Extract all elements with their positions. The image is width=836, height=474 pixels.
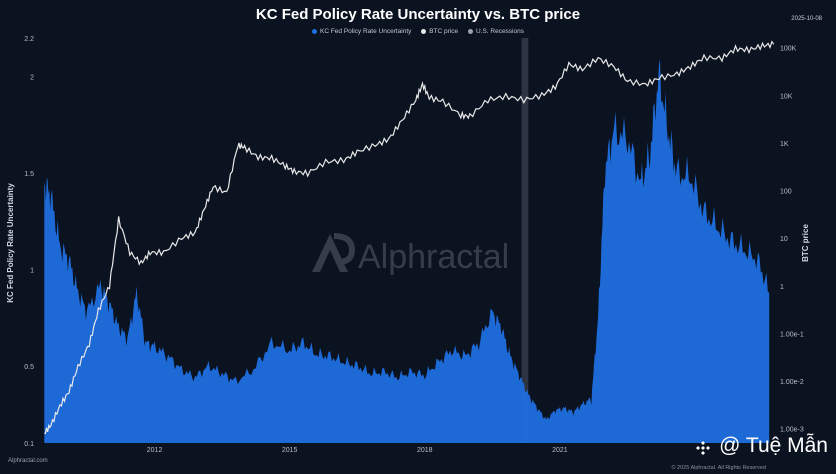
x-tick-label: 2015 bbox=[282, 447, 298, 454]
right-tick-label: 10 bbox=[780, 236, 788, 243]
legend-label-uncertainty: KC Fed Policy Rate Uncertainty bbox=[320, 28, 412, 35]
legend-label-recessions: U.S. Recessions bbox=[475, 28, 524, 35]
right-tick-label: 1.00e-2 bbox=[780, 379, 804, 386]
btc-price-line bbox=[44, 40, 775, 435]
right-tick-label: 10K bbox=[780, 93, 793, 100]
alphractal-logo-watermark: Alphractal bbox=[312, 233, 509, 276]
right-tick-label: 1 bbox=[780, 284, 784, 291]
legend-item-recessions[interactable]: U.S. Recessions bbox=[467, 28, 524, 35]
left-tick-label: 0.5 bbox=[24, 364, 34, 371]
chart-title: KC Fed Policy Rate Uncertainty vs. BTC p… bbox=[255, 6, 581, 23]
copyright: © 2025 Alphractal. All Rights Reserved bbox=[671, 465, 766, 471]
binance-diamond-icon bbox=[695, 438, 711, 455]
legend-swatch-btc bbox=[421, 29, 427, 34]
left-tick-label: 0.1 bbox=[24, 441, 34, 448]
right-tick-label: 1K bbox=[780, 141, 789, 148]
legend-swatch-uncertainty bbox=[312, 29, 317, 34]
right-tick-label: 100 bbox=[780, 189, 792, 196]
right-tick-label: 1.00e-3 bbox=[780, 427, 804, 434]
left-axis-label: KC Fed Policy Rate Uncertainty bbox=[6, 183, 15, 303]
right-tick-label: 100K bbox=[780, 46, 797, 53]
handle-watermark: @ Tuệ Mẫn bbox=[695, 434, 828, 458]
left-tick-label: 2.2 bbox=[24, 36, 34, 43]
legend-label-btc: BTC price bbox=[429, 28, 459, 35]
legend: KC Fed Policy Rate Uncertainty BTC price… bbox=[0, 28, 836, 36]
uncertainty-area bbox=[44, 58, 770, 443]
legend-item-btc[interactable]: BTC price bbox=[421, 28, 458, 35]
x-tick-label: 2021 bbox=[552, 447, 568, 454]
right-axis-label: BTC price bbox=[801, 224, 810, 262]
right-tick-label: 1.00e-1 bbox=[780, 331, 804, 338]
left-tick-label: 1 bbox=[30, 267, 34, 274]
legend-item-uncertainty[interactable]: KC Fed Policy Rate Uncertainty bbox=[312, 28, 411, 35]
left-tick-label: 2 bbox=[30, 75, 34, 82]
recession-band bbox=[521, 38, 529, 443]
site-label: Alphractal.com bbox=[8, 458, 48, 464]
legend-swatch-recessions bbox=[467, 29, 473, 34]
left-tick-label: 1.5 bbox=[24, 171, 34, 178]
handle-text: @ Tuệ Mẫn bbox=[719, 434, 828, 457]
x-tick-label: 2012 bbox=[147, 447, 163, 454]
x-tick-label: 2018 bbox=[417, 447, 433, 454]
date-stamp: 2025-10-08 bbox=[791, 16, 822, 22]
svg-text:Alphractal: Alphractal bbox=[358, 238, 509, 276]
